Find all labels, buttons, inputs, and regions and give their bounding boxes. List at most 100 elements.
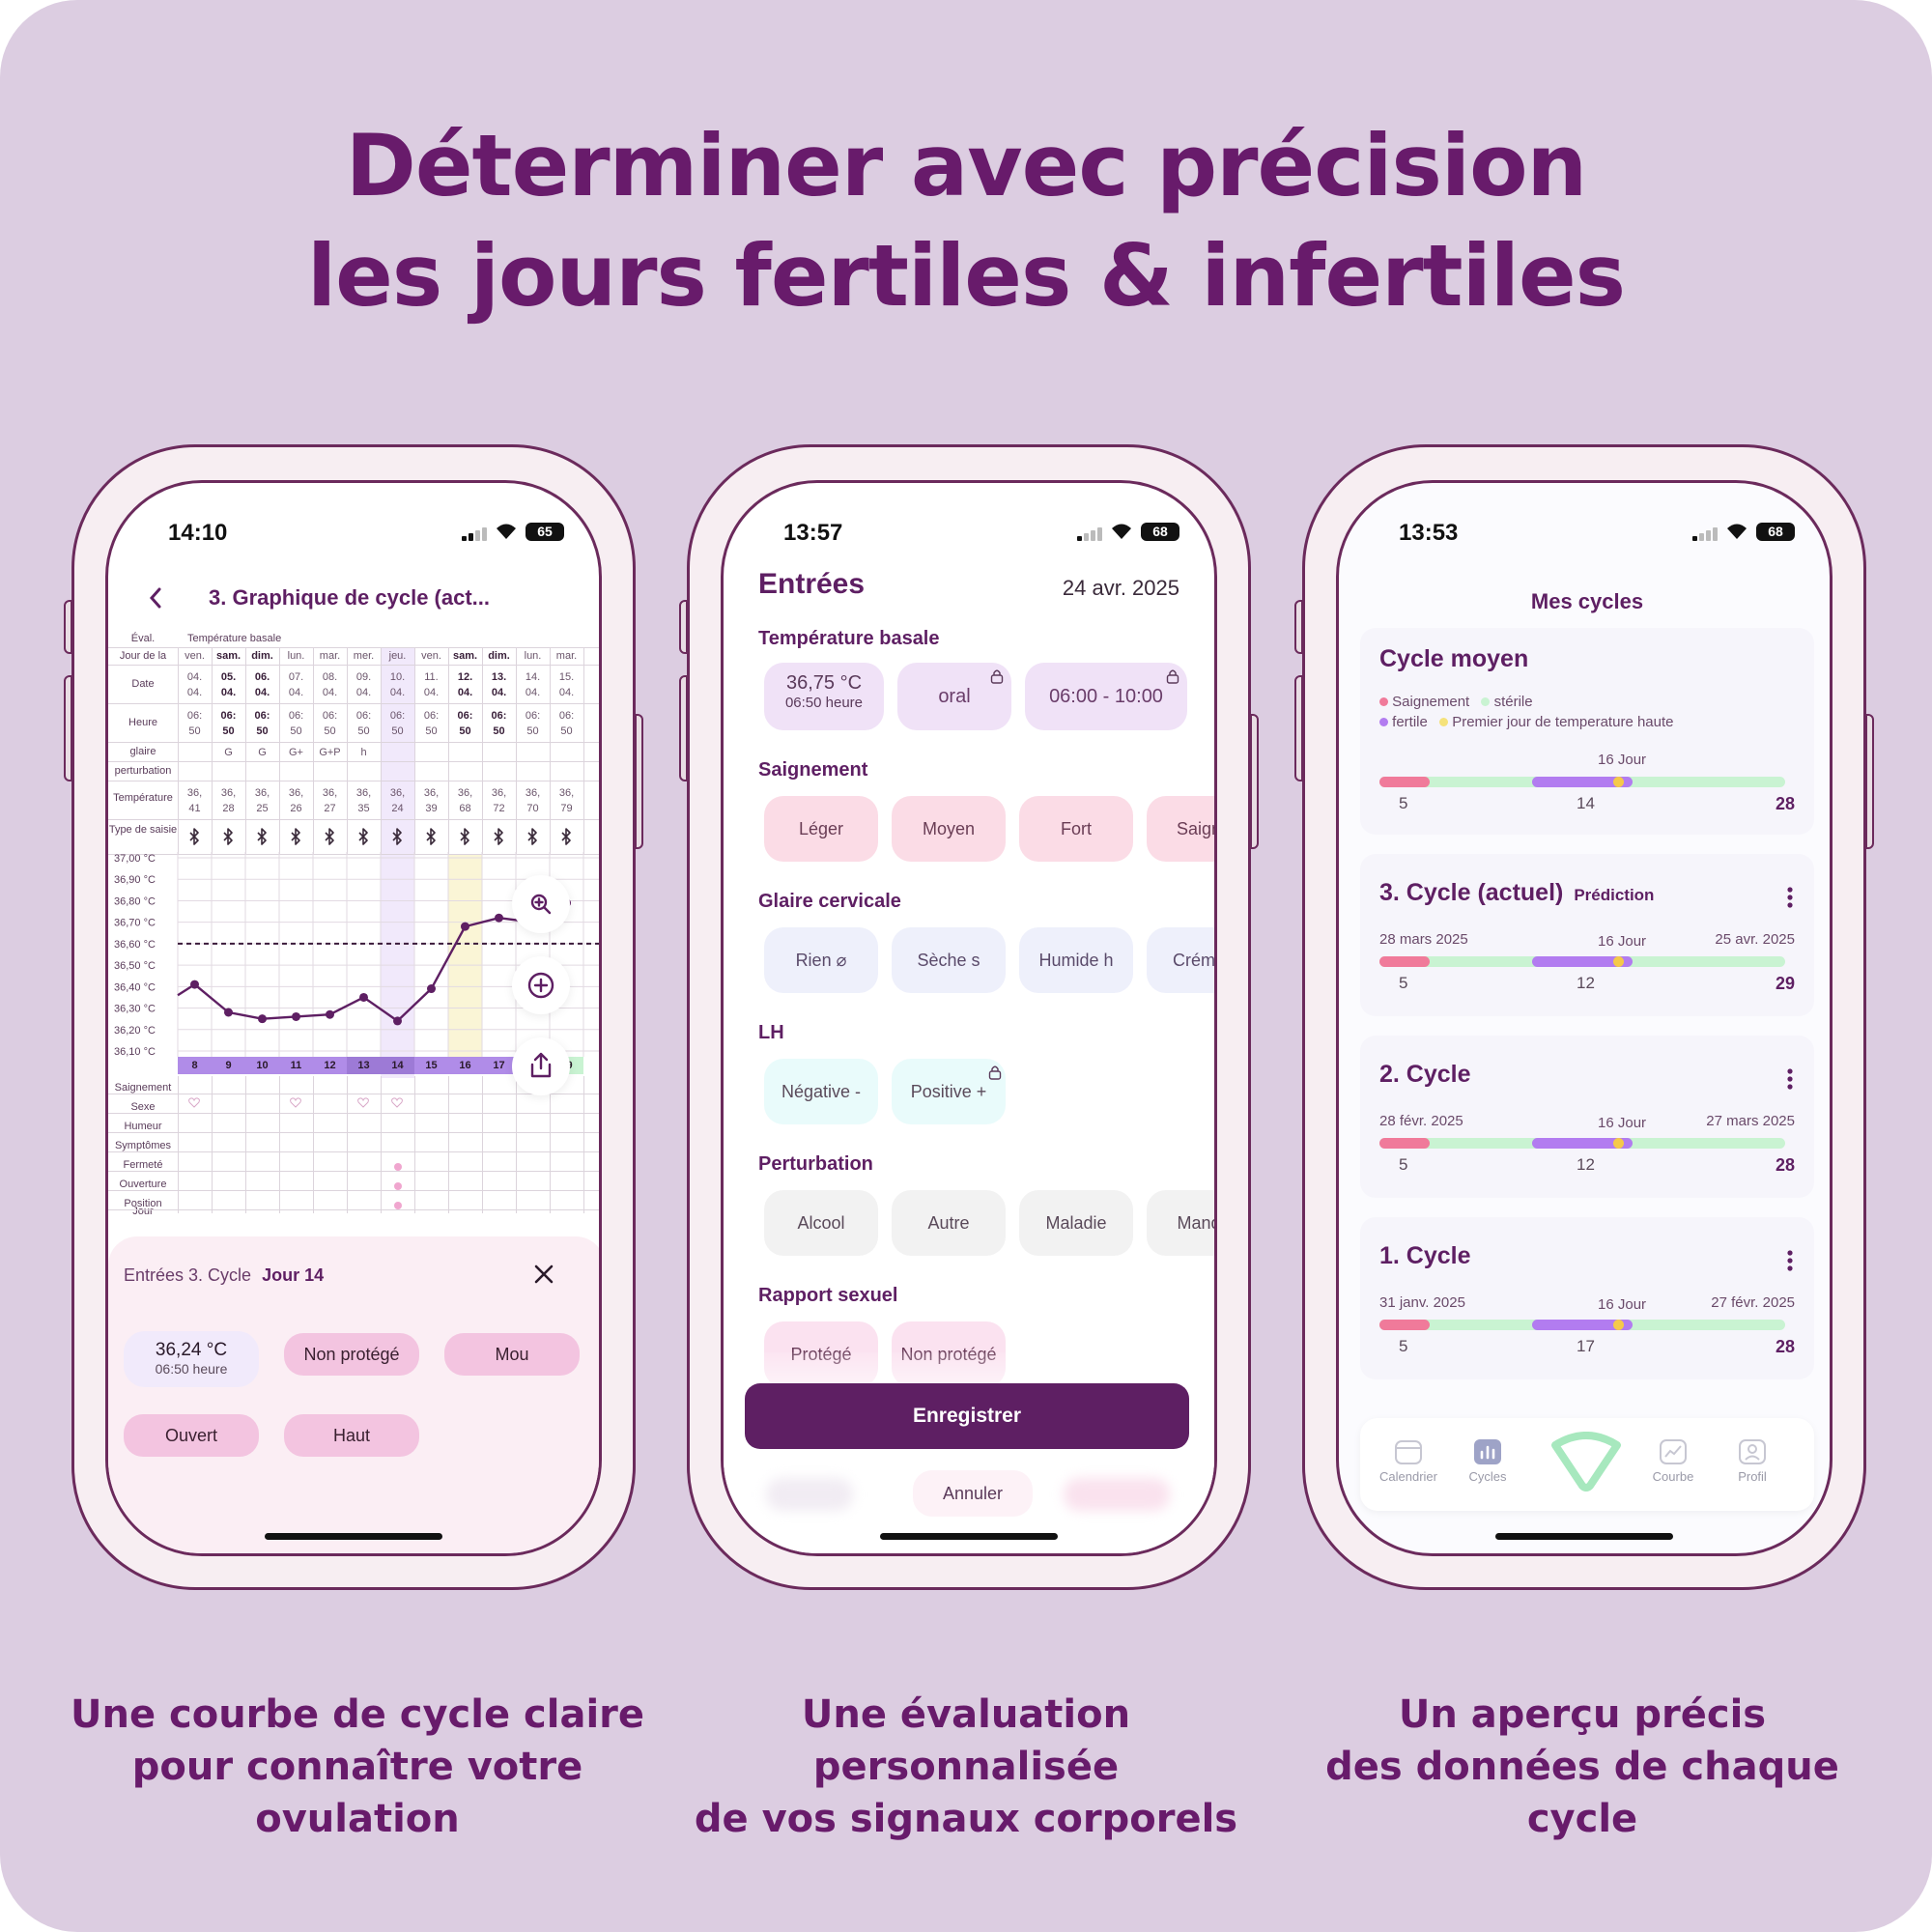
temperature-value-chip[interactable]: 36,75 °C 06:50 heure (764, 663, 884, 730)
y-tick-label: 36,50 °C (114, 960, 156, 972)
bar-chart-icon (1474, 1439, 1501, 1464)
caption-2: Une évaluation personnalisée de vos sign… (657, 1689, 1275, 1845)
share-button[interactable] (512, 1037, 570, 1095)
cycle-num-ovulation: 17 (1577, 1337, 1595, 1355)
cycle-card[interactable]: 3. Cycle (actuel) Prédiction 28 mars 202… (1360, 854, 1814, 1016)
mucus-cell: G (258, 747, 267, 758)
tab-cycles-label: Cycles (1468, 1469, 1507, 1484)
close-icon[interactable] (533, 1264, 554, 1285)
lh-option[interactable]: Négative - (764, 1059, 878, 1124)
mucus-option[interactable]: Crémeu (1147, 927, 1214, 993)
lock-icon (990, 669, 1004, 684)
disturbance-option[interactable]: Autre (892, 1190, 1006, 1256)
status-time: 13:57 (783, 520, 843, 546)
bleeding-option[interactable]: Moyen (892, 796, 1006, 862)
tab-profile[interactable]: Profil (1714, 1437, 1791, 1484)
curve-icon (1660, 1439, 1687, 1464)
chevron-left-icon[interactable] (147, 586, 166, 610)
cycle-title-text: 2. Cycle (1379, 1061, 1471, 1088)
zoom-button[interactable] (512, 875, 570, 933)
lower-row-label: Position (124, 1198, 162, 1209)
disturbance-label: perturbation (114, 765, 172, 777)
tab-cycles[interactable]: Cycles (1449, 1437, 1526, 1484)
temp-cell: 28 (222, 803, 235, 814)
save-button[interactable]: Enregistrer (745, 1383, 1189, 1449)
panel-temperature-chip[interactable]: 36,24 °C 06:50 heure (124, 1331, 259, 1387)
bluetooth-icon (357, 827, 370, 846)
day-number: 8 (178, 1057, 212, 1074)
bleeding-option[interactable]: Léger (764, 796, 878, 862)
cycle-card[interactable]: 1. Cycle 31 janv. 2025 16 Jour 27 févr. … (1360, 1217, 1814, 1379)
disturbance-option[interactable]: Maladie (1019, 1190, 1133, 1256)
y-tick-label: 36,80 °C (114, 895, 156, 907)
average-num-ovulation: 14 (1577, 794, 1595, 812)
heart-icon (290, 1095, 301, 1108)
chip-unprotected[interactable]: Non protégé (284, 1333, 419, 1376)
legend-fertile: fertile (1392, 714, 1428, 730)
method-chip[interactable]: oral (897, 663, 1011, 730)
temp-cell: 36, (355, 787, 372, 799)
mucus-option[interactable]: Rien ⌀ (764, 927, 878, 993)
temperature-label: Température (113, 792, 173, 804)
average-cycle-card[interactable]: Cycle moyen Saignement stérile fertile P… (1360, 628, 1814, 835)
table-gridline (178, 647, 179, 854)
bluetooth-icon (222, 827, 235, 846)
lower-gridline (414, 1076, 415, 1213)
cycle-bar-fertile (1532, 1320, 1633, 1330)
add-entry-button[interactable] (512, 956, 570, 1014)
tab-calendar[interactable]: Calendrier (1370, 1437, 1447, 1484)
bleeding-option[interactable]: Fort (1019, 796, 1133, 862)
page-title: 3. Graphique de cycle (act... (209, 585, 490, 610)
cycle-card[interactable]: 2. Cycle 28 févr. 2025 16 Jour 27 mars 2… (1360, 1036, 1814, 1198)
table-gridline (108, 761, 599, 762)
date-cell: 11. (424, 671, 439, 683)
time-cell: 06: (288, 710, 304, 722)
cancel-button[interactable]: Annuler (913, 1470, 1033, 1517)
panel-title-prefix: Entrées 3. Cycle (124, 1265, 252, 1285)
table-gridline (482, 647, 483, 854)
time-window-label: 06:00 - 10:00 (1049, 686, 1163, 707)
mucus-option[interactable]: Sèche s (892, 927, 1006, 993)
lower-row-label: Sexe (130, 1101, 156, 1113)
disturbance-option[interactable]: Manqu (1147, 1190, 1214, 1256)
legend-high-temp: Premier jour de temperature haute (1452, 714, 1674, 730)
panel-temp-value: 36,24 °C (155, 1340, 228, 1360)
day-number: 14 (381, 1057, 414, 1074)
bleeding-option[interactable]: Saigne (1147, 796, 1214, 862)
chip-open[interactable]: Ouvert (124, 1414, 259, 1457)
wifi-icon (1727, 524, 1747, 539)
cycle-title-text: 3. Cycle (actuel) (1379, 879, 1564, 906)
share-icon (530, 1052, 552, 1078)
time-cell: 50 (357, 725, 370, 737)
cycle-bar-high-temp (1613, 1320, 1624, 1330)
y-tick-label: 36,30 °C (114, 1004, 156, 1015)
time-window-chip[interactable]: 06:00 - 10:00 (1025, 663, 1187, 730)
mucus-option[interactable]: Humide h (1019, 927, 1133, 993)
disturbance-option[interactable]: Alcool (764, 1190, 878, 1256)
chip-soft[interactable]: Mou (444, 1333, 580, 1376)
prediction-badge: Prédiction (1574, 886, 1655, 904)
cycle-title: 3. Cycle (actuel) Prédiction (1379, 879, 1654, 907)
temperature-point (258, 1014, 267, 1024)
temp-cell: 25 (256, 803, 269, 814)
chip-high[interactable]: Haut (284, 1414, 419, 1457)
observation-dot (394, 1182, 402, 1190)
section-disturbance: Perturbation (758, 1153, 873, 1175)
section-temperature: Température basale (758, 628, 940, 649)
mucus-cell: G+ (289, 747, 303, 758)
cycle-bar-fertile (1532, 1138, 1633, 1149)
date-cell: 04. (525, 687, 541, 698)
tab-curve[interactable]: Courbe (1634, 1437, 1712, 1484)
cycle-start-date: 28 mars 2025 (1379, 931, 1468, 948)
lower-row-label: Humeur (124, 1121, 162, 1132)
date-cell: 14. (525, 671, 541, 683)
more-vertical-icon[interactable] (1787, 887, 1793, 908)
more-vertical-icon[interactable] (1787, 1250, 1793, 1271)
more-vertical-icon[interactable] (1787, 1068, 1793, 1090)
lh-option[interactable]: Positive + (892, 1059, 1006, 1124)
center-ring-button[interactable] (1548, 1432, 1625, 1492)
average-ovulation-label: 16 Jour (1598, 752, 1647, 768)
temperature-point (359, 992, 368, 1002)
cycles-title: Mes cycles (1530, 589, 1644, 613)
lower-gridline (482, 1076, 483, 1213)
